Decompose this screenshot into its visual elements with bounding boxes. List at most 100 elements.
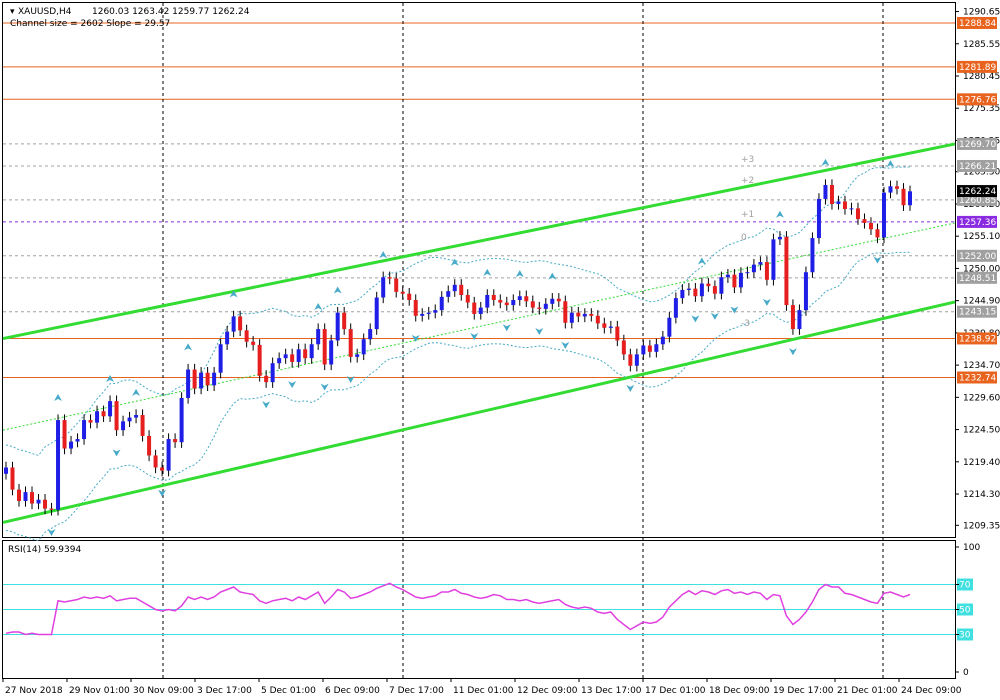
candle-body — [342, 312, 347, 330]
candle-body — [849, 208, 854, 210]
candle-body — [504, 302, 509, 306]
candle-body — [797, 310, 802, 330]
candle-body — [439, 296, 444, 311]
main-panel — [2, 2, 956, 538]
header-dropdown-icon[interactable]: ▾ — [10, 7, 15, 17]
level-label-box — [957, 332, 997, 345]
candle-body — [218, 344, 223, 373]
candle-body — [283, 354, 288, 359]
candle-body — [823, 185, 828, 199]
time-tick-label: 17 Dec 01:00 — [645, 686, 706, 696]
candle-body — [875, 229, 880, 238]
fractal-down-arrow — [561, 341, 570, 349]
level-label: 1276.76 — [959, 95, 996, 105]
candle-body — [290, 354, 295, 362]
candle-body — [693, 288, 698, 297]
current-price-box — [957, 185, 997, 198]
candle-body — [244, 330, 249, 342]
ohlc-header: 1260.03 1263.42 1259.77 1262.24 — [92, 7, 250, 17]
candle-body — [114, 401, 119, 431]
price-tick-label: 1275.35 — [963, 104, 1000, 114]
price-tick-label: 1265.30 — [963, 168, 1000, 178]
candle-body — [446, 291, 451, 297]
price-tick-label: 1229.60 — [963, 393, 1000, 403]
time-tick-label: 11 Dec 01:00 — [453, 686, 514, 696]
time-tick-label: 21 Dec 01:00 — [837, 686, 898, 696]
channel-upper-line — [2, 142, 956, 341]
fractal-up-arrow — [697, 257, 706, 265]
candle-body — [296, 349, 301, 362]
candle-body — [101, 411, 106, 417]
time-tick-label: 5 Dec 01:00 — [261, 686, 316, 696]
candle-body — [413, 300, 418, 316]
candle-body — [335, 312, 340, 341]
price-tick-label: 1234.70 — [963, 361, 1000, 371]
rsi-level-box — [957, 603, 973, 616]
candle-body — [127, 417, 132, 422]
candle-body — [277, 358, 282, 364]
time-tick-label: 7 Dec 17:00 — [389, 686, 444, 696]
candle-body — [680, 289, 685, 299]
time-tick-label: 13 Dec 17:00 — [581, 686, 642, 696]
symbol-header: XAUUSD,H4 — [18, 7, 72, 17]
candle-body — [615, 326, 620, 341]
channel-level-mark: 0 — [741, 233, 747, 243]
candle-body — [348, 329, 353, 357]
fractal-up-arrow — [483, 268, 492, 276]
candle-body — [628, 354, 633, 366]
level-label-box — [957, 249, 997, 262]
fractal-up-arrow — [106, 375, 115, 383]
candle-body — [803, 272, 808, 311]
candle-body — [576, 312, 581, 317]
candle-body — [901, 188, 906, 206]
candle-body — [238, 316, 243, 331]
fractal-up-arrow — [333, 286, 342, 294]
candle-body — [361, 339, 366, 355]
candle-body — [472, 302, 477, 314]
candle-body — [660, 336, 665, 345]
candle-body — [368, 329, 373, 340]
candle-body — [374, 297, 379, 330]
rsi-level-label: 50 — [959, 606, 971, 616]
fractal-down-arrow — [691, 315, 700, 323]
candle-body — [140, 415, 145, 436]
time-tick-label: 19 Dec 17:00 — [773, 686, 834, 696]
fractal-down-arrow — [730, 306, 739, 314]
candle-body — [602, 323, 607, 328]
candle-body — [530, 301, 535, 308]
candle-body — [699, 283, 704, 297]
candle-body — [745, 272, 750, 274]
candle-body — [595, 315, 600, 324]
level-label: 1238.92 — [959, 334, 996, 344]
price-tick-label: 1255.10 — [963, 232, 1000, 242]
candle-body — [621, 340, 626, 355]
rsi-label: RSI(14) 59.9394 — [8, 545, 81, 555]
candle-body — [725, 274, 730, 278]
candles — [4, 179, 912, 516]
candle-body — [62, 420, 67, 449]
candle-body — [777, 236, 782, 240]
candle-body — [784, 236, 789, 306]
candle-body — [49, 508, 54, 510]
fractal-up-arrow — [229, 290, 238, 298]
candle-body — [836, 201, 841, 204]
fractal-down-arrow — [262, 401, 271, 409]
candle-body — [537, 307, 542, 309]
candle-body — [855, 208, 860, 220]
candle-body — [550, 298, 555, 304]
rsi-level-box — [957, 628, 973, 641]
level-label-box — [957, 305, 997, 318]
candle-body — [790, 305, 795, 330]
channel-level-mark: +2 — [741, 176, 754, 186]
channel-level-marks: +3 +2 +1 0 -3 — [741, 155, 754, 329]
candle-body — [829, 185, 834, 204]
candle-body — [751, 264, 756, 273]
candle-body — [23, 492, 28, 501]
candle-body — [160, 467, 165, 471]
level-label: 1252.00 — [959, 252, 996, 262]
candle-body — [517, 296, 522, 301]
band-upper — [5, 166, 911, 456]
price-tick-label: 1290.65 — [963, 8, 1000, 18]
time-separators — [162, 3, 884, 678]
